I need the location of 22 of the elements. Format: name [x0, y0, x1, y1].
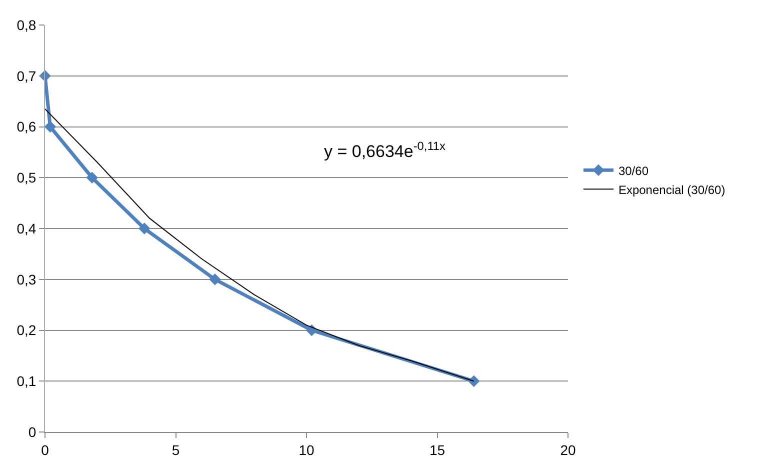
point: [44, 120, 56, 133]
y-tick-label: 0,7: [16, 68, 36, 84]
point: [468, 375, 480, 387]
y-tick-label: 0,2: [16, 322, 36, 338]
x-tick-label: 5: [172, 442, 180, 458]
x-tick-label: 20: [560, 442, 576, 458]
y-tick-label: 0,5: [16, 170, 36, 186]
annotation: y = 0,6634e$^{-0,11x}$: [324, 139, 446, 162]
y-tick-label: 0,4: [16, 220, 36, 236]
y-tick-label: 0,3: [16, 271, 36, 288]
point: [86, 172, 98, 184]
point: [209, 274, 221, 286]
legend-label: Exponencial (30/60): [618, 182, 726, 197]
y-tick-label: 0,8: [16, 16, 36, 33]
x-tick-label: 15: [429, 442, 446, 458]
y-tick-label: 0,6: [16, 118, 36, 135]
y-tick-label: 0,1: [16, 373, 36, 390]
x-tick-label: 0: [41, 442, 50, 458]
y-tick-label: 0: [28, 424, 36, 440]
point: [138, 222, 150, 234]
legend-label: 30/60: [618, 164, 649, 178]
x-tick-label: 10: [298, 442, 314, 458]
